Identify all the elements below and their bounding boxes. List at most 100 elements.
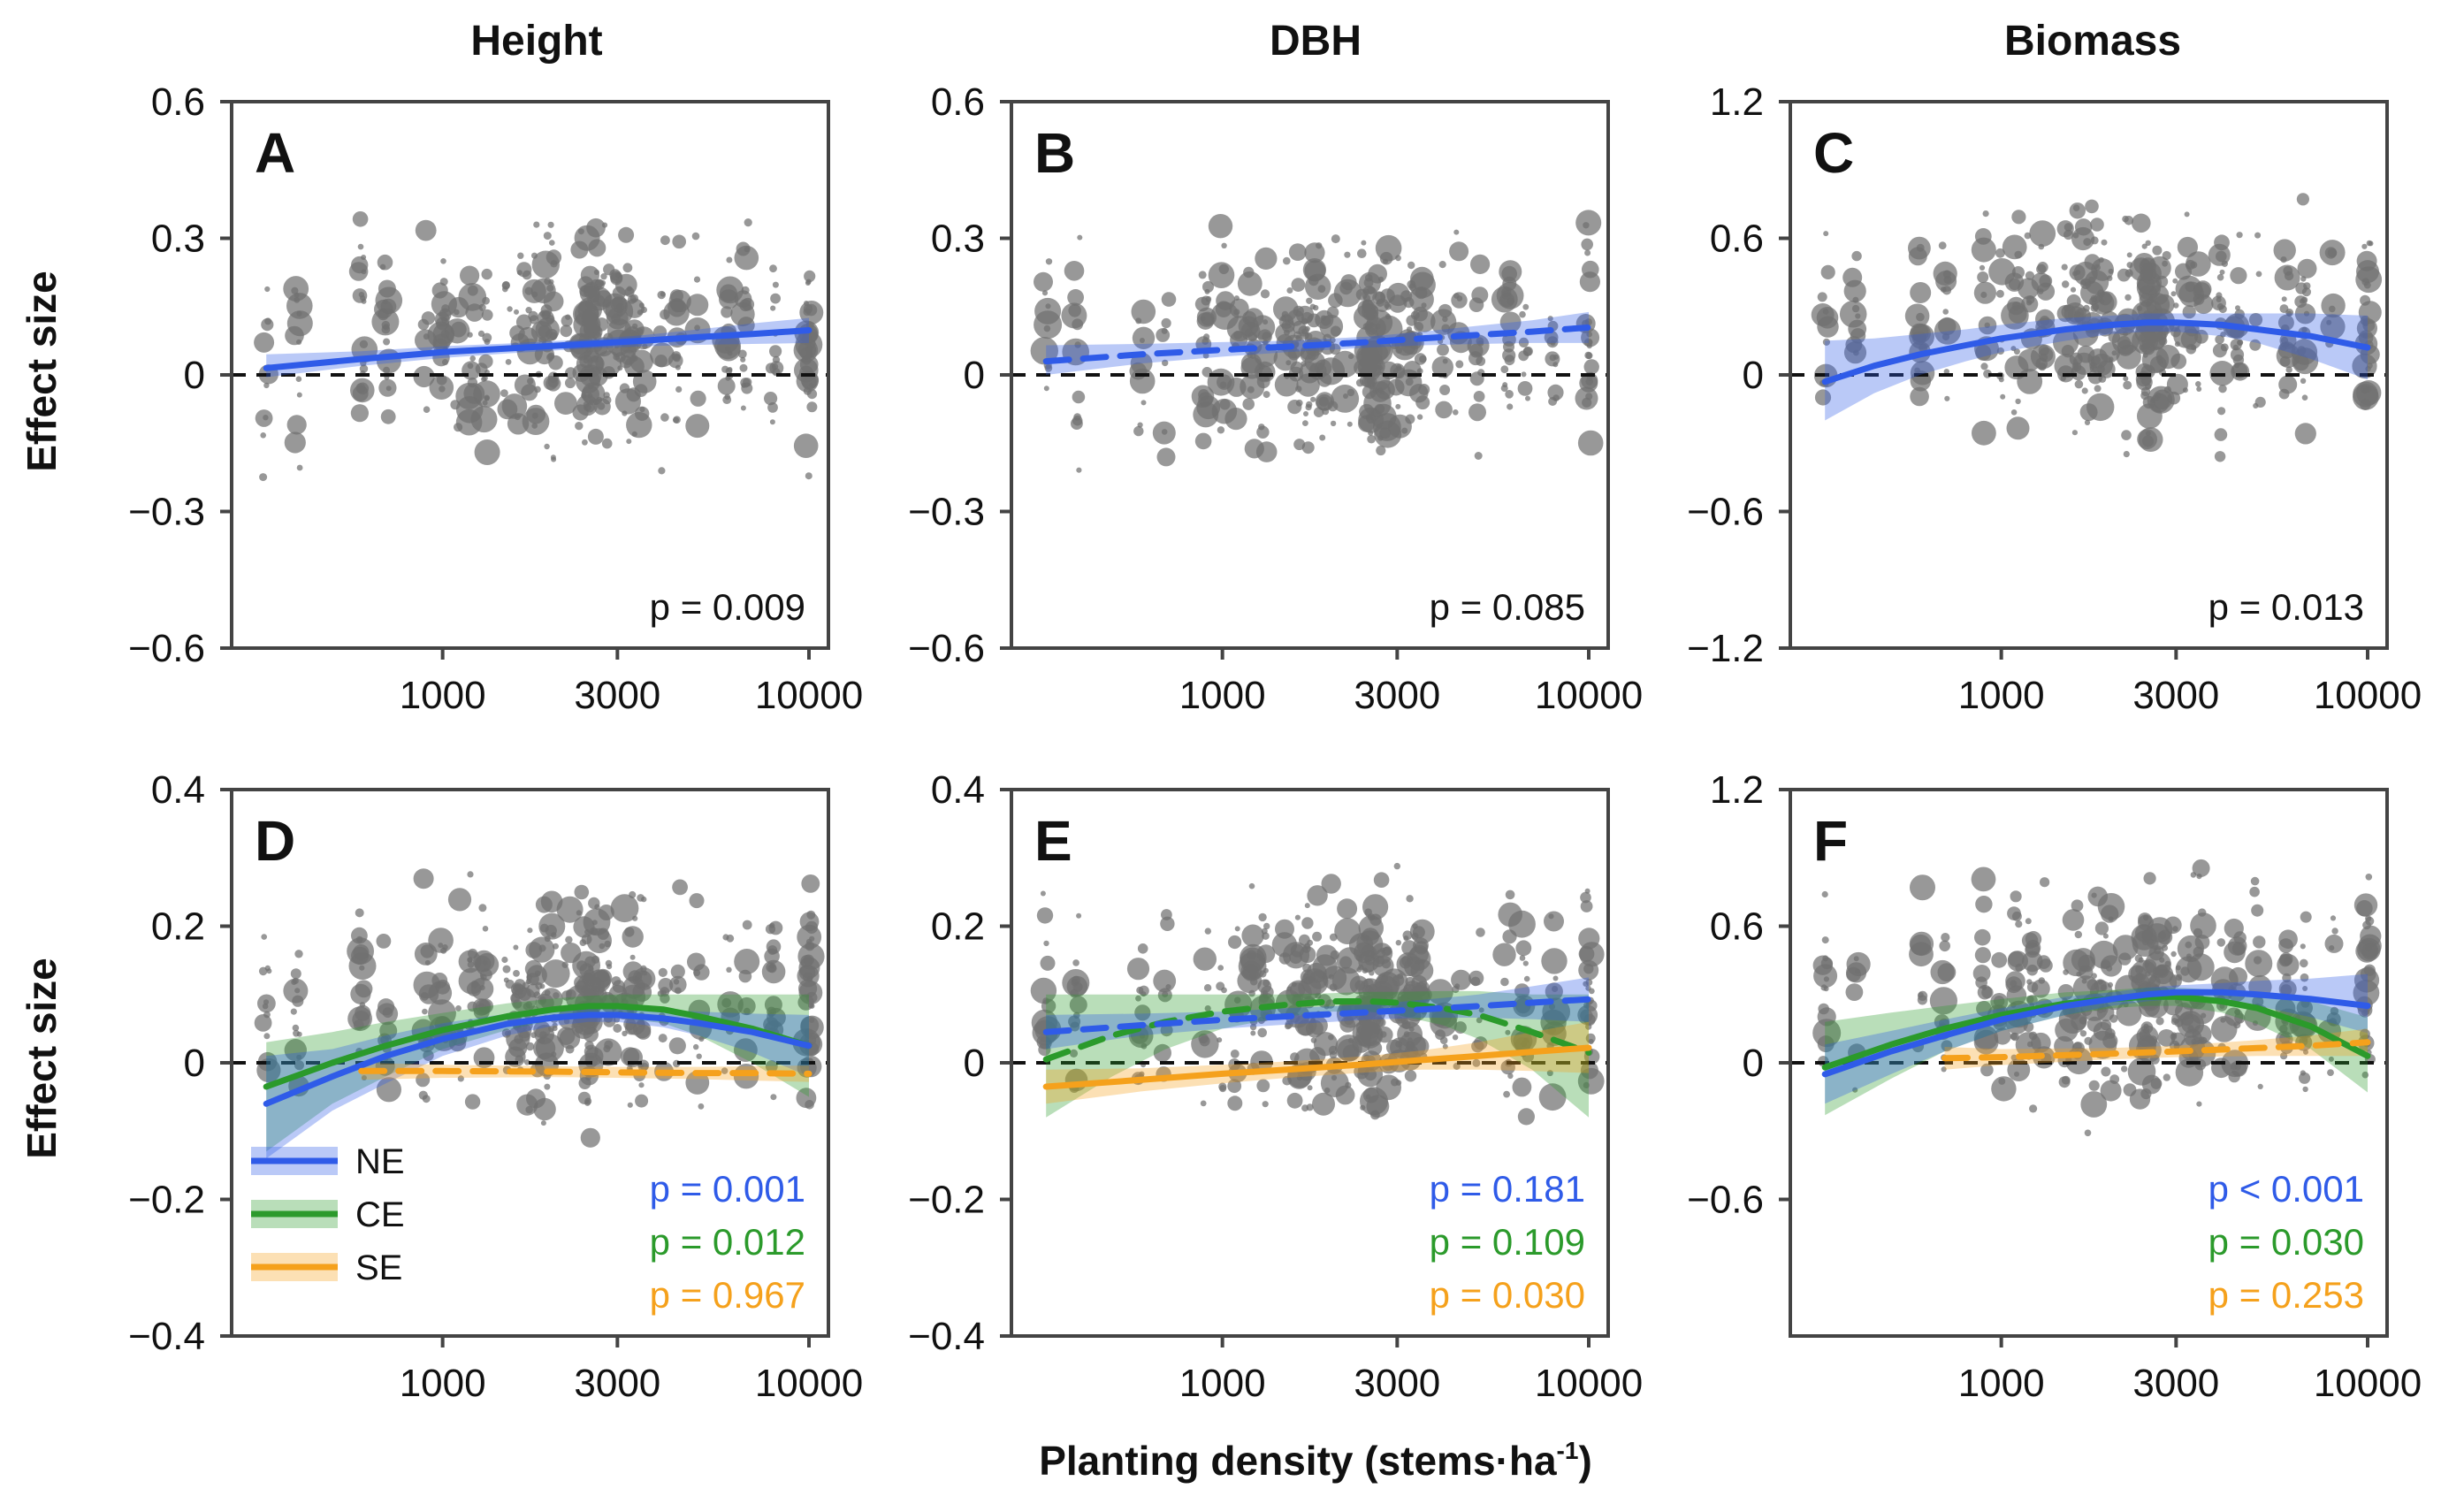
observation-point <box>2201 1012 2207 1019</box>
observation-point <box>484 339 491 345</box>
observation-point <box>1307 347 1319 361</box>
observation-point <box>254 332 275 353</box>
observation-point <box>576 910 582 916</box>
observation-point <box>2038 243 2045 250</box>
observation-point <box>1373 872 1390 888</box>
observation-point <box>1851 250 1862 262</box>
observation-point <box>2177 236 2198 258</box>
observation-point <box>531 423 538 429</box>
observation-point <box>1577 1004 1598 1026</box>
observation-point <box>1474 452 1483 460</box>
observation-point <box>1397 973 1403 980</box>
observation-point <box>1072 390 1086 404</box>
observation-point <box>1405 414 1415 424</box>
observation-point <box>2132 213 2151 233</box>
observation-point <box>1228 935 1242 950</box>
observation-point <box>1126 958 1150 981</box>
observation-point <box>1161 429 1168 435</box>
observation-point <box>2090 218 2104 232</box>
observation-point <box>1331 234 1340 244</box>
observation-point <box>1403 935 1409 942</box>
fit-line-se <box>358 1067 812 1077</box>
observation-point <box>769 345 782 358</box>
observation-point <box>376 1077 401 1103</box>
observation-point <box>1072 959 1079 966</box>
observation-point <box>741 382 753 394</box>
observation-point <box>352 211 369 227</box>
observation-point <box>2329 945 2335 951</box>
observation-point <box>1910 323 1929 342</box>
observation-point <box>1208 214 1233 239</box>
observation-point <box>2060 375 2066 381</box>
observation-point <box>2054 1035 2075 1057</box>
x-tick-label: 3000 <box>1354 674 1440 717</box>
observation-point <box>525 1042 535 1051</box>
observation-point <box>2361 1071 2369 1079</box>
p-value-ce: p = 0.030 <box>2208 1221 2364 1263</box>
y-tick-label: −0.6 <box>908 627 985 670</box>
observation-point <box>2365 386 2372 393</box>
observation-point <box>2094 921 2109 935</box>
observation-point <box>1817 1007 1836 1027</box>
observation-point <box>1938 241 1947 250</box>
observation-point <box>673 416 679 424</box>
observation-point <box>544 443 550 450</box>
panel-a: −0.6 −0.3 0 0.3 0.6 1000 3000 10000 Ap = 0.009 <box>128 80 863 717</box>
y-tick-label: 1.2 <box>1710 80 1764 124</box>
observation-point <box>2221 1050 2249 1078</box>
observation-point <box>1582 260 1599 279</box>
observation-point <box>1910 282 1932 303</box>
observation-point <box>2162 250 2171 261</box>
observation-point <box>1406 895 1414 903</box>
observation-point <box>1217 965 1224 971</box>
observation-point <box>2037 288 2044 294</box>
observation-point <box>284 431 306 454</box>
observation-point <box>2090 236 2099 245</box>
observation-point <box>1241 924 1264 947</box>
observation-point <box>1580 1061 1598 1080</box>
x-tick-label: 10000 <box>755 1362 863 1405</box>
observation-point <box>1319 434 1326 441</box>
observation-point <box>482 375 488 382</box>
observation-point <box>2071 899 2084 912</box>
observation-point <box>423 406 431 414</box>
observation-point <box>2301 287 2311 297</box>
observation-point <box>2091 973 2097 979</box>
observation-point <box>1822 955 1829 962</box>
observation-point <box>1438 261 1446 269</box>
observation-point <box>804 301 809 306</box>
observation-point <box>441 317 448 324</box>
observation-point <box>2235 305 2240 311</box>
observation-point <box>1538 1083 1567 1111</box>
observation-point <box>1303 411 1308 416</box>
observation-point <box>1312 1092 1335 1116</box>
observation-point <box>1437 343 1449 356</box>
observation-point <box>1812 955 1833 975</box>
observation-point <box>767 964 777 973</box>
observation-point <box>1523 975 1530 982</box>
observation-point <box>801 874 820 893</box>
observation-point <box>805 472 812 480</box>
observation-point <box>580 1127 600 1148</box>
observation-point <box>2229 966 2247 986</box>
observation-point <box>1255 247 1278 270</box>
observation-point <box>2084 1129 2092 1137</box>
observation-point <box>1471 1040 1484 1053</box>
observation-point <box>1473 391 1485 402</box>
observation-point <box>1478 1007 1484 1013</box>
observation-point <box>371 308 400 336</box>
observation-point <box>2234 1009 2240 1016</box>
observation-point <box>416 1073 431 1088</box>
observation-point <box>1283 256 1291 265</box>
x-tick-label: 3000 <box>2132 674 2219 717</box>
observation-point <box>2365 915 2372 922</box>
observation-point <box>565 935 573 944</box>
observation-point <box>1941 933 1950 943</box>
observation-point <box>1435 401 1453 419</box>
observation-point <box>2101 1066 2111 1077</box>
observation-point <box>1583 359 1599 375</box>
observation-point <box>2121 1065 2128 1073</box>
observation-point <box>622 926 644 948</box>
observation-point <box>1304 260 1326 282</box>
observation-point <box>2221 260 2228 267</box>
